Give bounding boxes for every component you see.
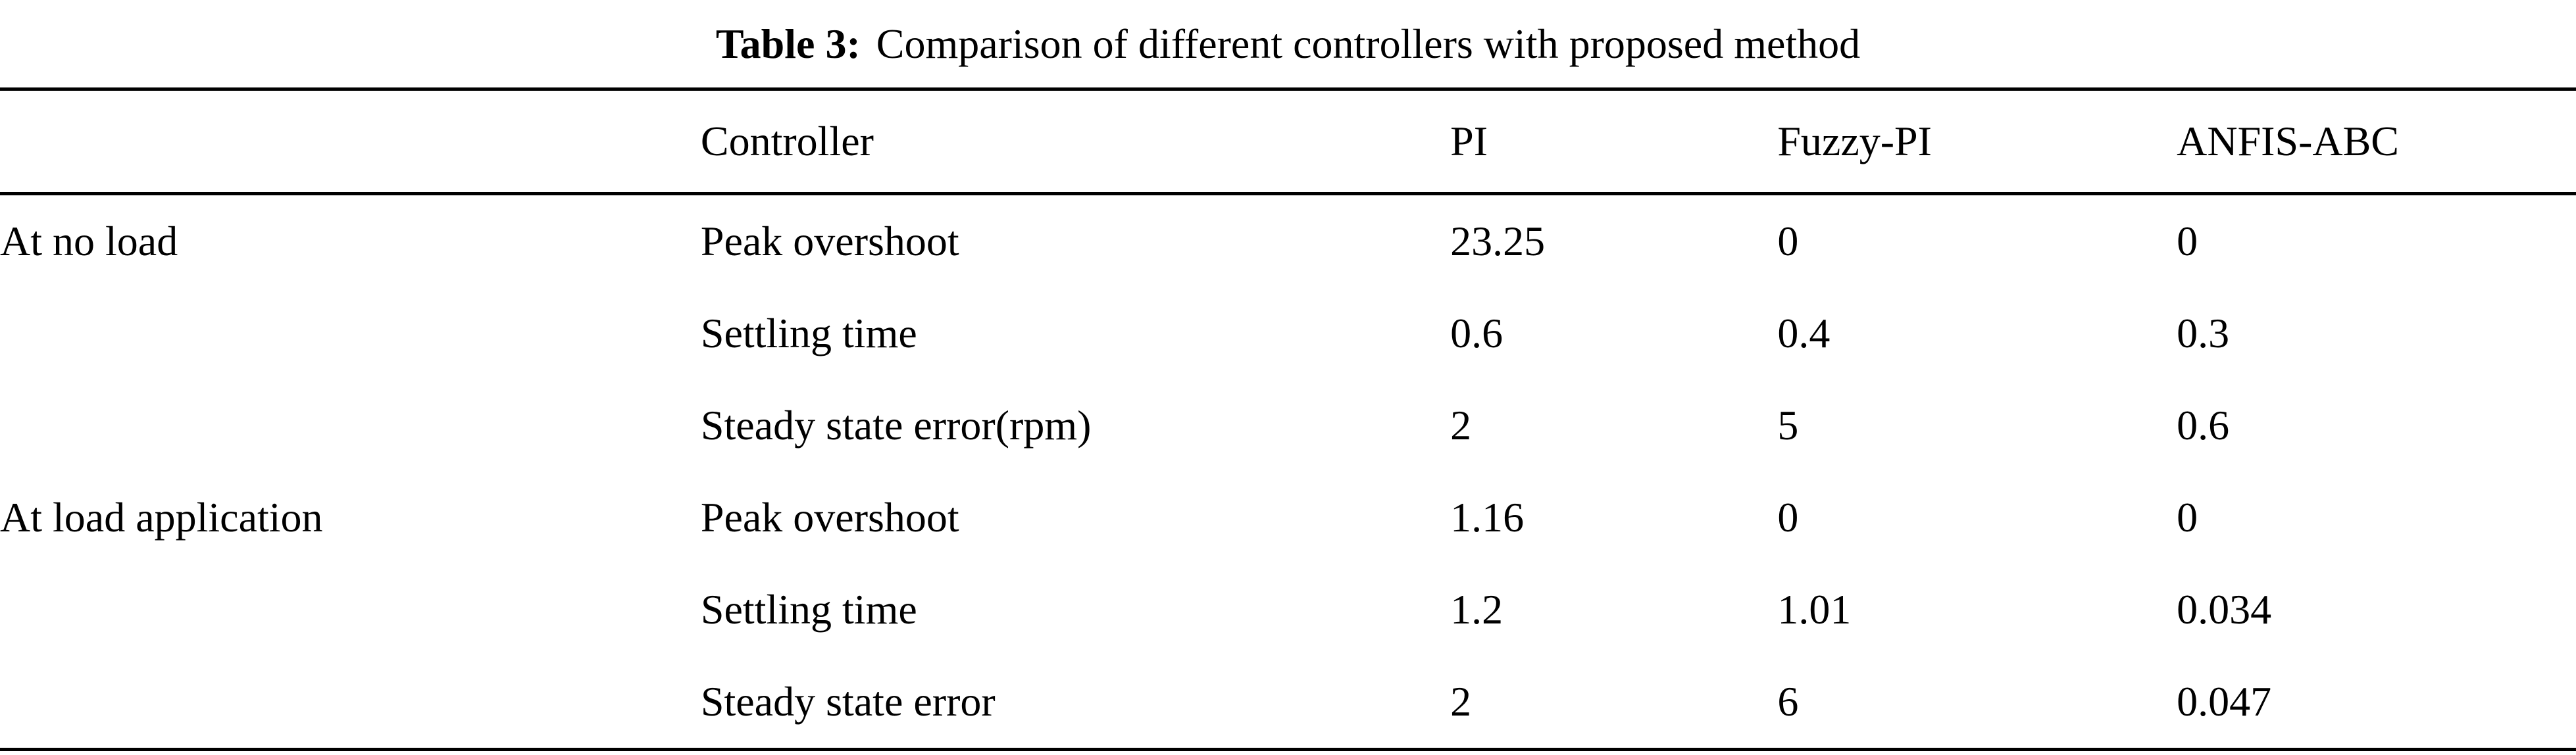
header-anfis-abc: ANFIS-ABC	[2177, 87, 2576, 195]
row-group-label: At load application	[0, 494, 323, 541]
value-fuzzy-pi: 1.01	[1777, 586, 1852, 633]
metric-label: Peak overshoot	[700, 494, 959, 541]
table-caption-label: Table 3:	[715, 20, 861, 67]
row-group-label: At no load	[0, 218, 178, 264]
table-row: Steady state error(rpm) 2 5 0.6	[0, 379, 2576, 472]
value-fuzzy-pi: 5	[1777, 402, 1799, 449]
comparison-table: Controller PI Fuzzy-PI ANFIS-ABC At no l…	[0, 87, 2576, 751]
value-pi: 23.25	[1450, 218, 1546, 264]
row-group-label	[0, 287, 701, 379]
value-pi: 2	[1450, 656, 1778, 751]
value-pi: 1.2	[1450, 586, 1503, 633]
metric-label: Steady state error	[700, 656, 1451, 751]
value-pi: 0.6	[1450, 310, 1503, 356]
header-pi: PI	[1450, 87, 1778, 195]
table-caption-text: Comparison of different controllers with…	[876, 20, 1861, 67]
table-row: Settling time 1.2 1.01 0.034	[0, 564, 2576, 656]
value-pi: 1.16	[1450, 494, 1525, 541]
metric-label: Settling time	[700, 310, 917, 356]
value-fuzzy-pi: 6	[1777, 656, 2177, 751]
value-fuzzy-pi: 0	[1777, 218, 1799, 264]
metric-label: Peak overshoot	[700, 218, 959, 264]
row-group-label	[0, 564, 701, 656]
table-row: Steady state error 2 6 0.047	[0, 656, 2576, 751]
table-caption: Table 3: Comparison of different control…	[0, 0, 2576, 87]
value-anfis-abc: 0.6	[2177, 402, 2230, 449]
value-fuzzy-pi: 0	[1777, 494, 1799, 541]
value-anfis-abc: 0.047	[2177, 656, 2576, 751]
table-row: Settling time 0.6 0.4 0.3	[0, 287, 2576, 379]
metric-label: Steady state error(rpm)	[700, 402, 1092, 449]
table-row: At load application Peak overshoot 1.16 …	[0, 472, 2576, 564]
table-header-row: Controller PI Fuzzy-PI ANFIS-ABC	[0, 87, 2576, 195]
header-empty	[0, 87, 701, 195]
row-group-label	[0, 656, 701, 751]
header-controller: Controller	[700, 87, 1451, 195]
metric-label: Settling time	[700, 586, 917, 633]
table-row: At no load Peak overshoot 23.25 0 0	[0, 194, 2576, 288]
value-anfis-abc: 0.3	[2177, 310, 2230, 356]
value-anfis-abc: 0	[2177, 218, 2198, 264]
value-pi: 2	[1450, 402, 1472, 449]
value-anfis-abc: 0	[2177, 494, 2198, 541]
value-fuzzy-pi: 0.4	[1777, 310, 1831, 356]
row-group-label	[0, 379, 701, 472]
value-anfis-abc: 0.034	[2177, 586, 2272, 633]
header-fuzzy-pi: Fuzzy-PI	[1777, 87, 2177, 195]
